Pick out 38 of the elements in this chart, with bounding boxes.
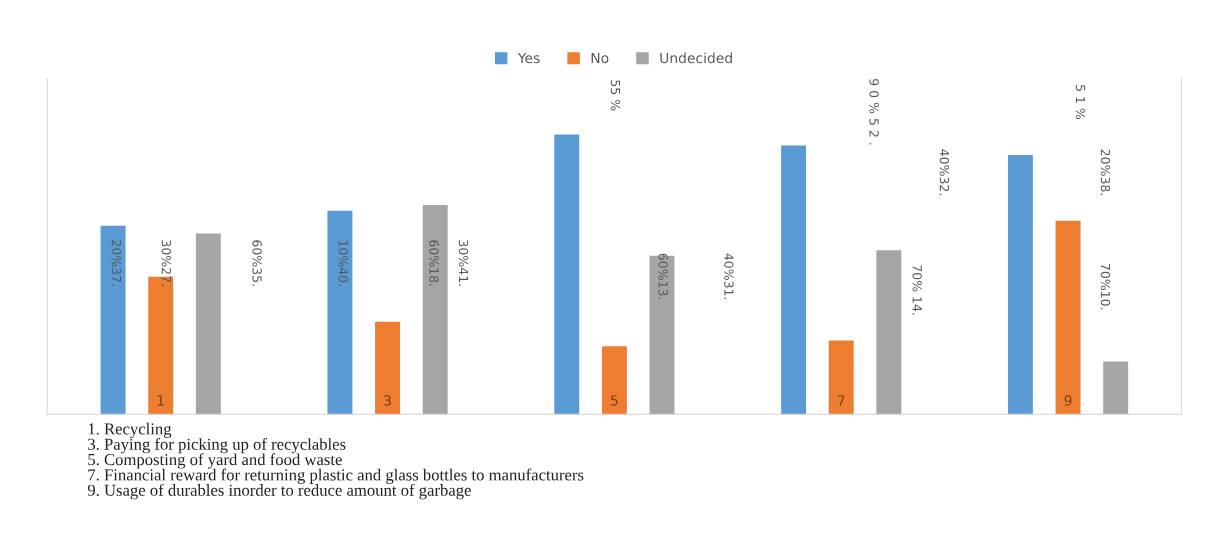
annotation: 40%32. [939,149,950,195]
bar [649,255,675,415]
annotation: 60%18. [429,240,439,286]
annotation: 70%10. [1100,263,1111,310]
text: 5 1 % [1075,85,1086,120]
bar [1055,220,1081,415]
bar [375,321,401,415]
text: 1. Recycling 3. Paying for picking up of recyclables 5. Composting of yard and food waste 7. Financial reward for returning plastic and glass bottles to manufacturers 9. Usage of durables inorder to reduce amount of garbage [87,422,584,500]
x-tick-label: 9 [1064,395,1072,406]
legend-label: Yes [517,52,540,64]
annotation: 20%37. [111,240,122,286]
annotation: 30%27. [161,240,172,286]
bar [1103,361,1129,415]
bar [601,346,627,415]
x-tick-label: 3 [384,395,391,406]
bar [422,204,448,415]
bar [195,233,221,415]
legend-label: No [591,52,609,64]
bar [828,340,854,415]
bar [327,210,353,415]
legend-label: Undecided [660,52,732,64]
annotation: 60%35. [252,240,262,286]
bar [100,225,126,415]
bar [554,134,580,415]
text: 55 % [610,80,621,111]
annotation: 60%13. [658,253,668,300]
annotation: 30%41. [458,240,469,286]
x-tick-label: 1 [157,395,164,406]
annotation: 9 0 % 5 2 . [869,79,879,145]
x-tick-label: 5 [611,395,618,406]
x-tick-label: 7 [837,395,845,406]
bar [1007,155,1033,415]
annotation: 10%40. [338,240,349,286]
annotation: 70% 14. [912,265,922,315]
bar [876,250,902,415]
annotation: 40%31. [724,253,734,300]
bar [781,145,807,415]
annotation: 20%38. [1100,149,1111,195]
